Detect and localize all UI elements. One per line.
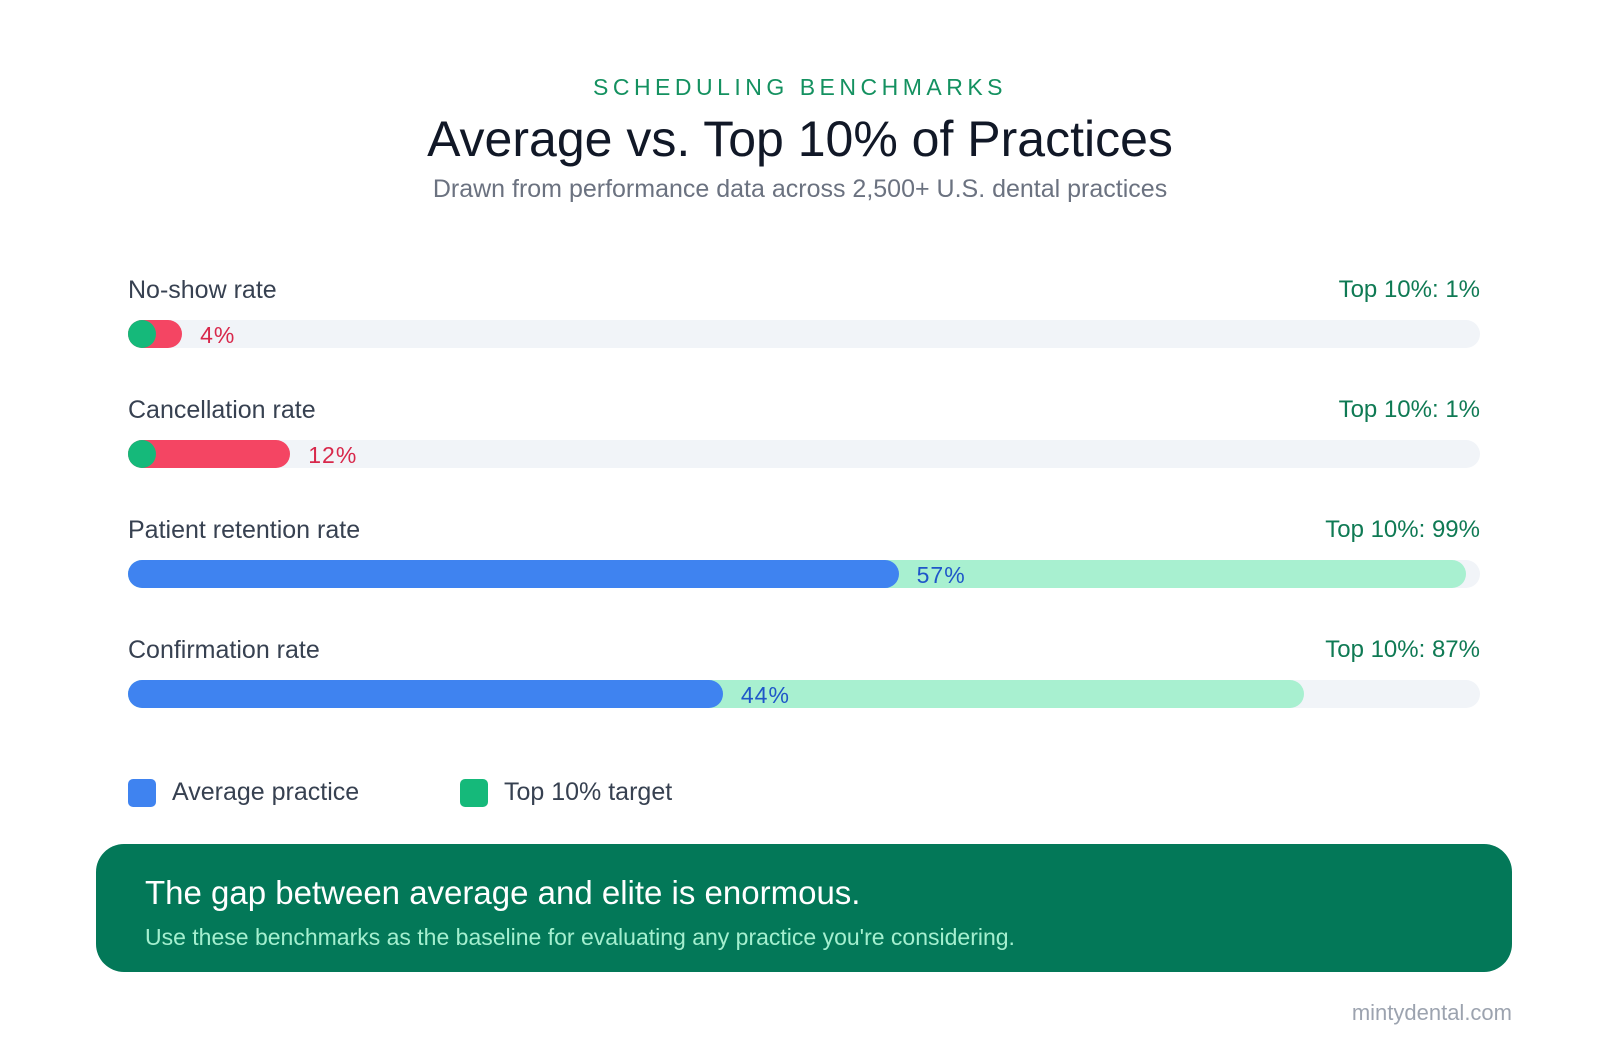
chart-row: Cancellation rate Top 10%: 1% 12% (128, 390, 1480, 510)
row-top-label: Top 10%: 87% (1325, 636, 1480, 663)
callout-banner: The gap between average and elite is eno… (96, 844, 1512, 972)
chart-eyebrow: SCHEDULING BENCHMARKS (593, 74, 1007, 100)
benchmark-bar-chart: No-show rate Top 10%: 1% 4% Cancellation ra… (128, 270, 1480, 750)
bar-value-label: 44% (740, 682, 790, 708)
footer-site: mintydental.com (1351, 1000, 1512, 1025)
bar-track (128, 440, 1480, 468)
bar-track (128, 560, 1480, 588)
bar-top-10 (128, 440, 156, 468)
row-label: Patient retention rate (128, 516, 361, 544)
bar-top-10 (128, 320, 156, 348)
row-top-label: Top 10%: 99% (1325, 516, 1480, 543)
bar-track (128, 320, 1480, 348)
callout-headline: The gap between average and elite is eno… (145, 874, 861, 911)
bar-value-label: 4% (200, 322, 236, 348)
callout-subtext: Use these benchmarks as the baseline for… (145, 924, 1015, 950)
bar-value-label: 12% (308, 442, 358, 468)
bar-average (128, 560, 899, 588)
legend-label-top: Top 10% target (504, 778, 673, 806)
row-top-label: Top 10%: 1% (1338, 276, 1480, 303)
row-label: No-show rate (128, 276, 277, 304)
bar-value-label: 57% (916, 562, 966, 588)
legend-label-average: Average practice (172, 778, 360, 806)
chart-row: Confirmation rate Top 10%: 87% 44% (128, 630, 1480, 750)
legend-swatch-top (460, 778, 488, 807)
chart-title: Average vs. Top 10% of Practices (427, 111, 1173, 167)
row-label: Cancellation rate (128, 396, 316, 424)
legend-item-average: Average practice (128, 778, 359, 807)
row-label: Confirmation rate (128, 636, 320, 664)
chart-row: No-show rate Top 10%: 1% 4% (128, 270, 1480, 390)
chart-row: Patient retention rate Top 10%: 99% 57% (128, 510, 1480, 630)
chart-subtitle: Drawn from performance data across 2,500… (432, 175, 1168, 203)
bar-average (128, 680, 723, 708)
legend-swatch-average (128, 778, 156, 807)
legend-item-top: Top 10% target (460, 778, 672, 807)
row-top-label: Top 10%: 1% (1338, 396, 1480, 423)
bar-track (128, 680, 1480, 708)
